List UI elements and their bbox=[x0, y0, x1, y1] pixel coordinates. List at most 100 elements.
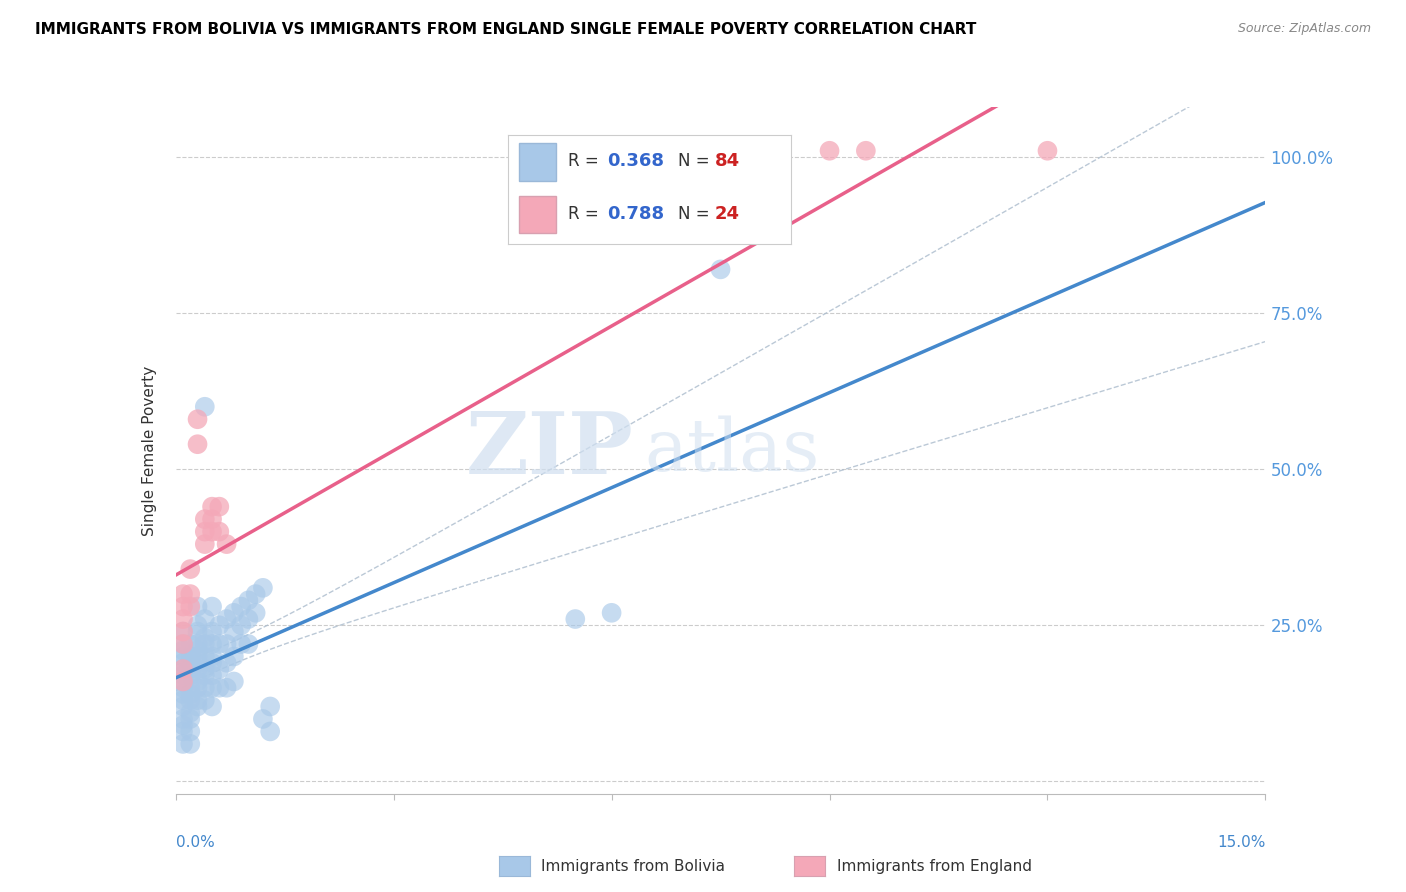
Point bbox=[179, 637, 201, 651]
Point bbox=[238, 637, 260, 651]
Point bbox=[179, 668, 201, 682]
Point bbox=[172, 649, 194, 664]
Point bbox=[172, 662, 194, 676]
Point bbox=[215, 637, 238, 651]
Point bbox=[231, 637, 253, 651]
Point bbox=[201, 524, 224, 539]
Text: ZIP: ZIP bbox=[465, 409, 633, 492]
Point bbox=[186, 624, 209, 639]
Point bbox=[186, 643, 209, 657]
Point bbox=[252, 712, 274, 726]
Point bbox=[172, 668, 194, 682]
Point bbox=[179, 587, 201, 601]
Point bbox=[201, 624, 224, 639]
Point bbox=[231, 618, 253, 632]
Point bbox=[172, 712, 194, 726]
Point bbox=[201, 668, 224, 682]
Point bbox=[172, 612, 194, 626]
Point bbox=[186, 662, 209, 676]
Point bbox=[201, 512, 224, 526]
Point bbox=[186, 693, 209, 707]
Text: 0.0%: 0.0% bbox=[176, 835, 215, 850]
Point bbox=[710, 262, 733, 277]
Point bbox=[186, 637, 209, 651]
Point bbox=[172, 624, 194, 639]
Point bbox=[172, 681, 194, 695]
Point bbox=[564, 612, 586, 626]
Point bbox=[172, 587, 194, 601]
Point bbox=[238, 612, 260, 626]
Point bbox=[172, 637, 194, 651]
Point bbox=[179, 706, 201, 720]
Point bbox=[179, 649, 201, 664]
Point bbox=[179, 656, 201, 670]
Point bbox=[818, 144, 841, 158]
Point bbox=[172, 737, 194, 751]
Point bbox=[259, 699, 281, 714]
Point bbox=[186, 437, 209, 451]
Point bbox=[245, 587, 267, 601]
Point bbox=[179, 693, 201, 707]
Point bbox=[179, 712, 201, 726]
Point bbox=[208, 681, 231, 695]
Point bbox=[172, 674, 194, 689]
Point bbox=[172, 662, 194, 676]
Point bbox=[222, 606, 245, 620]
Point bbox=[208, 662, 231, 676]
Point bbox=[186, 681, 209, 695]
Point bbox=[222, 674, 245, 689]
Point bbox=[172, 724, 194, 739]
Point bbox=[194, 512, 217, 526]
Point bbox=[172, 624, 194, 639]
Point bbox=[600, 606, 623, 620]
Point bbox=[252, 581, 274, 595]
Text: Immigrants from Bolivia: Immigrants from Bolivia bbox=[541, 859, 725, 873]
Point bbox=[1036, 144, 1059, 158]
Point bbox=[172, 687, 194, 701]
Point bbox=[186, 599, 209, 614]
Point bbox=[201, 699, 224, 714]
Point bbox=[222, 649, 245, 664]
Point bbox=[201, 681, 224, 695]
Point bbox=[179, 562, 201, 576]
Point bbox=[186, 412, 209, 426]
Point bbox=[194, 537, 217, 551]
Point bbox=[201, 599, 224, 614]
Point bbox=[245, 606, 267, 620]
Text: atlas: atlas bbox=[644, 415, 820, 486]
Point bbox=[186, 699, 209, 714]
Point bbox=[179, 599, 201, 614]
Point bbox=[208, 524, 231, 539]
Point bbox=[231, 599, 253, 614]
Point bbox=[186, 674, 209, 689]
Point bbox=[172, 674, 194, 689]
Text: IMMIGRANTS FROM BOLIVIA VS IMMIGRANTS FROM ENGLAND SINGLE FEMALE POVERTY CORRELA: IMMIGRANTS FROM BOLIVIA VS IMMIGRANTS FR… bbox=[35, 22, 977, 37]
Point bbox=[172, 643, 194, 657]
Point bbox=[208, 618, 231, 632]
Point bbox=[186, 649, 209, 664]
Point bbox=[179, 724, 201, 739]
Point bbox=[186, 618, 209, 632]
Point bbox=[194, 662, 217, 676]
Point bbox=[186, 656, 209, 670]
Point bbox=[194, 612, 217, 626]
Point bbox=[201, 500, 224, 514]
Point bbox=[194, 637, 217, 651]
Point bbox=[201, 649, 224, 664]
Point bbox=[179, 687, 201, 701]
Point bbox=[215, 537, 238, 551]
Point bbox=[194, 400, 217, 414]
Point bbox=[855, 144, 877, 158]
Point bbox=[194, 524, 217, 539]
Point bbox=[215, 656, 238, 670]
Point bbox=[222, 624, 245, 639]
Point bbox=[201, 637, 224, 651]
Point bbox=[172, 637, 194, 651]
Text: Source: ZipAtlas.com: Source: ZipAtlas.com bbox=[1237, 22, 1371, 36]
Text: Immigrants from England: Immigrants from England bbox=[837, 859, 1032, 873]
Point bbox=[208, 637, 231, 651]
Point bbox=[172, 699, 194, 714]
Point bbox=[172, 718, 194, 732]
Point bbox=[172, 693, 194, 707]
Point bbox=[194, 693, 217, 707]
